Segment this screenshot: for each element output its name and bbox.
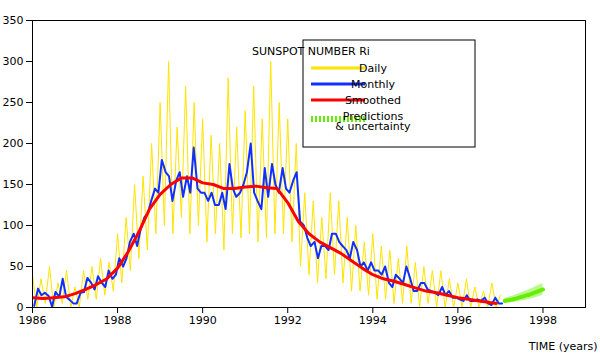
svg-text:100: 100 bbox=[3, 219, 24, 232]
svg-text:Predictions& uncertainty: Predictions& uncertainty bbox=[335, 110, 411, 133]
svg-text:150: 150 bbox=[3, 178, 24, 191]
svg-text:Daily: Daily bbox=[359, 62, 387, 75]
svg-text:Monthly: Monthly bbox=[351, 78, 396, 91]
svg-text:0: 0 bbox=[17, 301, 24, 314]
svg-text:250: 250 bbox=[3, 96, 24, 109]
svg-text:1998: 1998 bbox=[529, 314, 557, 327]
svg-text:1990: 1990 bbox=[189, 314, 217, 327]
svg-text:50: 50 bbox=[10, 260, 24, 273]
svg-text:1988: 1988 bbox=[104, 314, 132, 327]
svg-text:200: 200 bbox=[3, 137, 24, 150]
svg-text:1986: 1986 bbox=[19, 314, 47, 327]
svg-text:TIME (years): TIME (years) bbox=[528, 340, 598, 353]
svg-text:SUNSPOT NUMBER Ri: SUNSPOT NUMBER Ri bbox=[252, 45, 370, 58]
svg-text:350: 350 bbox=[3, 14, 24, 27]
svg-text:Smoothed: Smoothed bbox=[345, 94, 401, 107]
svg-text:300: 300 bbox=[3, 55, 24, 68]
svg-text:1992: 1992 bbox=[274, 314, 302, 327]
svg-text:1996: 1996 bbox=[444, 314, 472, 327]
svg-text:1994: 1994 bbox=[359, 314, 387, 327]
